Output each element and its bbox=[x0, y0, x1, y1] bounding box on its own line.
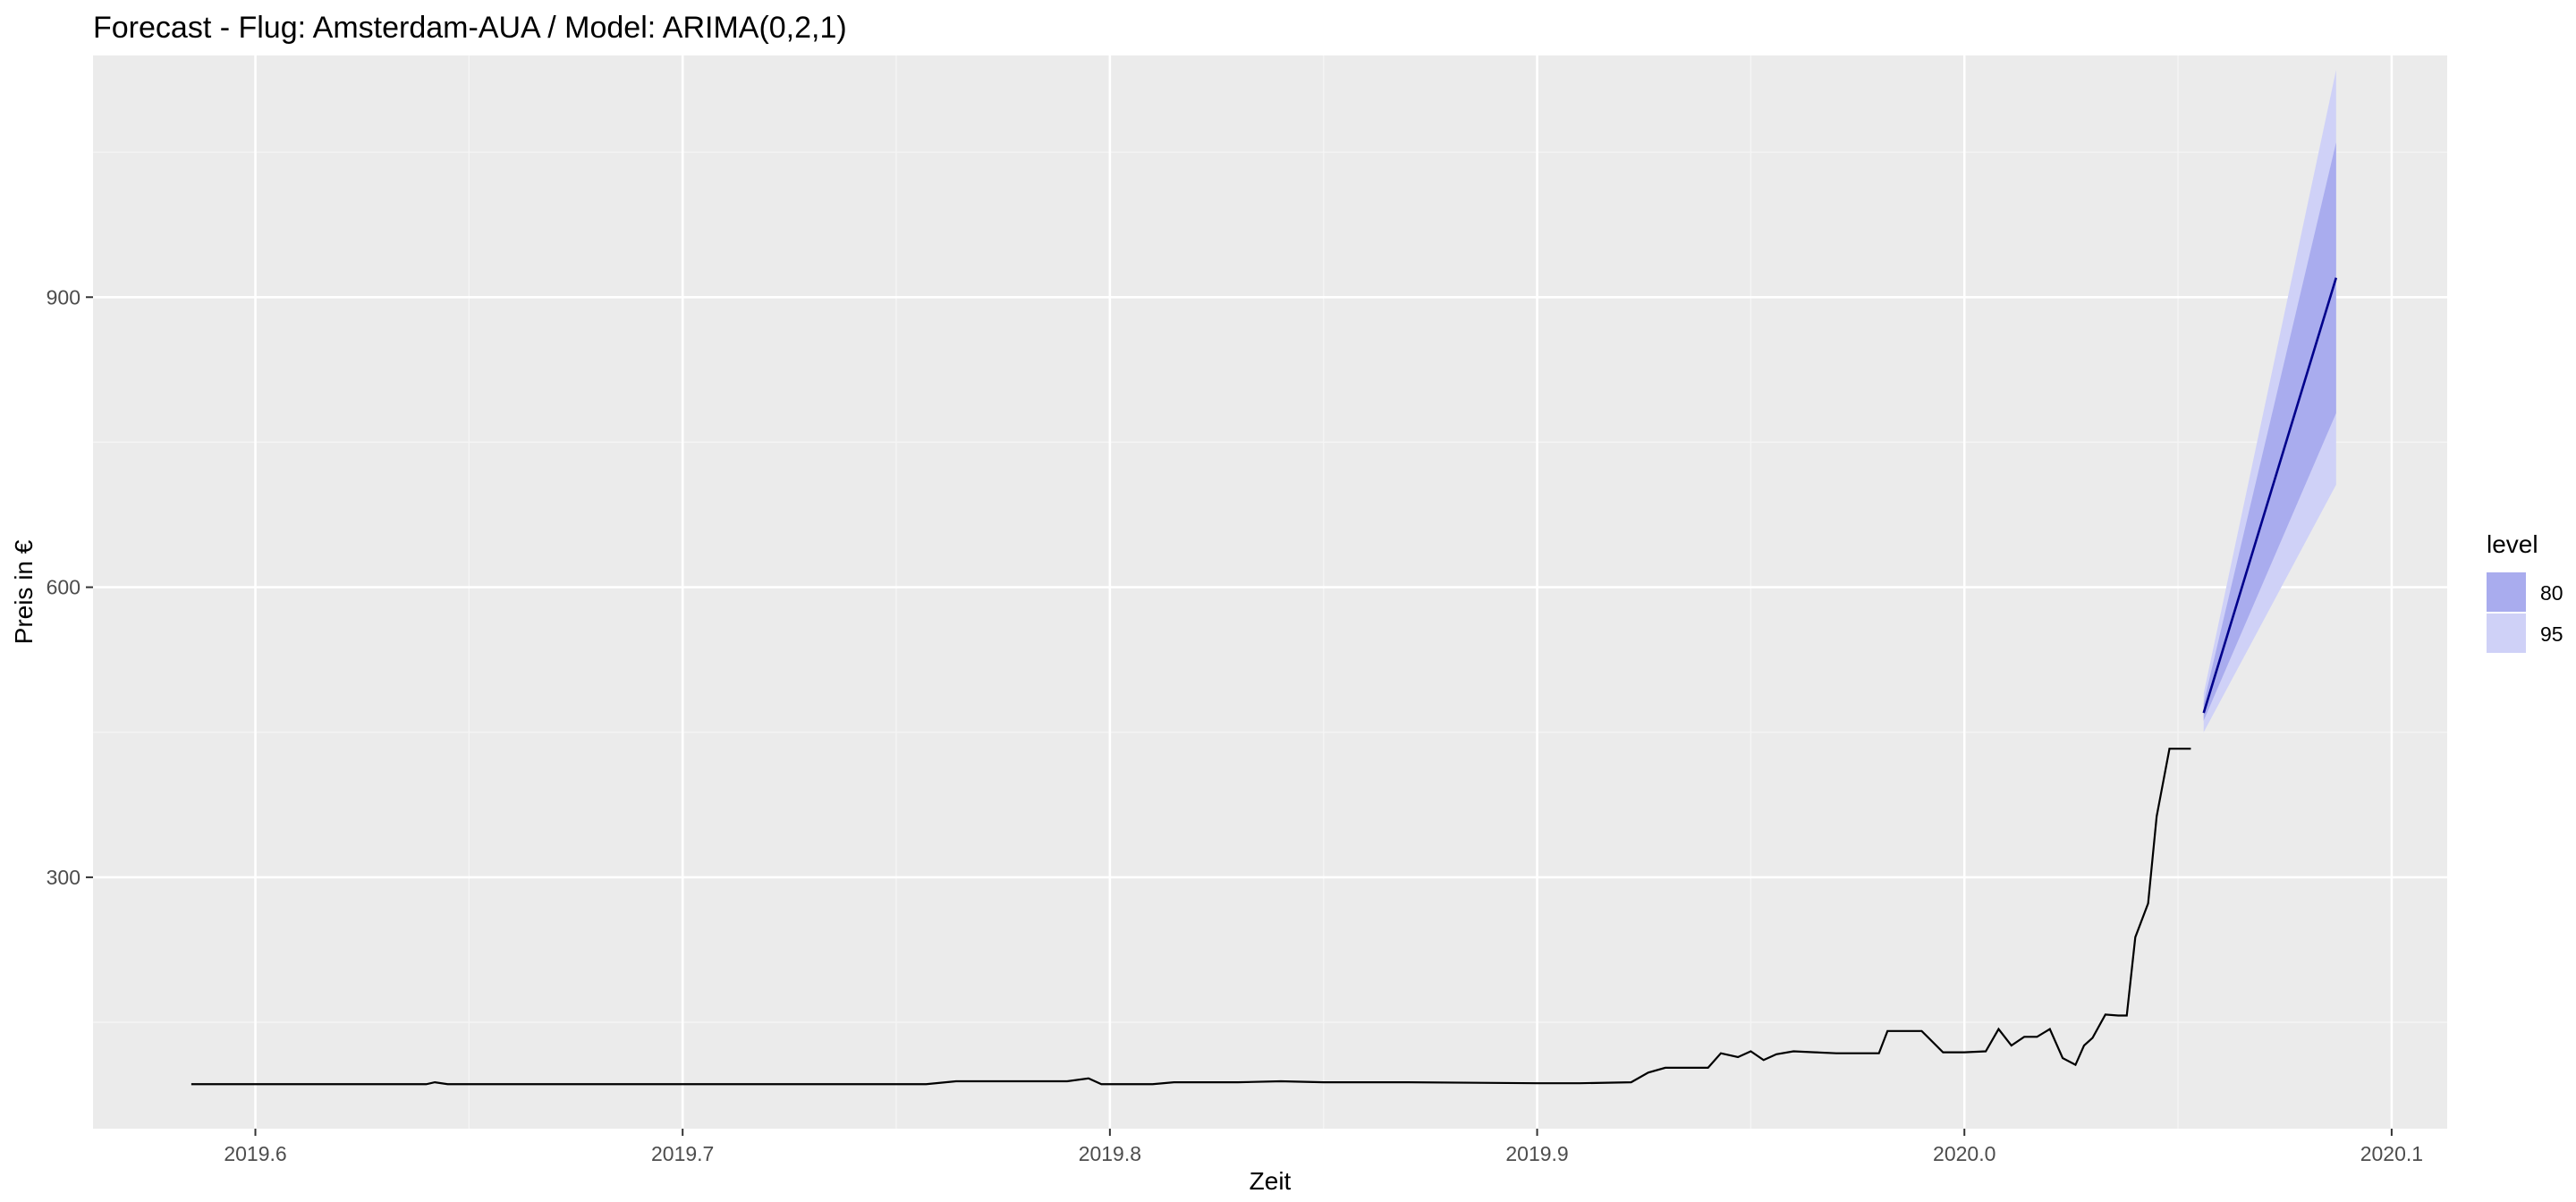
x-tick-label: 2019.9 bbox=[1505, 1142, 1568, 1165]
legend-title: level bbox=[2487, 530, 2538, 558]
legend-key-80 bbox=[2487, 572, 2526, 612]
x-tick-label: 2019.6 bbox=[224, 1142, 286, 1165]
y-tick-label: 900 bbox=[47, 285, 80, 309]
forecast-series-line bbox=[2202, 277, 2338, 714]
major-gridlines bbox=[93, 55, 2447, 1129]
y-tick-label: 300 bbox=[47, 866, 80, 889]
legend-label-95: 95 bbox=[2540, 622, 2563, 646]
x-tick-label: 2020.0 bbox=[1933, 1142, 1996, 1165]
legend-key-95 bbox=[2487, 614, 2526, 653]
chart-title: Forecast - Flug: Amsterdam-AUA / Model: … bbox=[93, 11, 847, 45]
prediction-intervals bbox=[2203, 70, 2336, 732]
x-tick-label: 2020.1 bbox=[2360, 1142, 2423, 1165]
x-axis: 2019.6 2019.7 2019.8 2019.9 2020.0 2020.1 bbox=[224, 1129, 2423, 1165]
y-tick-label: 600 bbox=[47, 576, 80, 599]
legend-label-80: 80 bbox=[2540, 581, 2563, 605]
minor-gridlines bbox=[93, 55, 2447, 1129]
x-axis-title: Zeit bbox=[1250, 1167, 1292, 1195]
x-tick-label: 2019.8 bbox=[1079, 1142, 1141, 1165]
plot-panel bbox=[93, 55, 2447, 1129]
band-80-percent bbox=[2203, 142, 2336, 721]
y-axis-title: Preis in € bbox=[10, 539, 38, 644]
history-series-line bbox=[191, 748, 2191, 1086]
x-tick-label: 2019.7 bbox=[651, 1142, 714, 1165]
y-axis: 300 600 900 bbox=[47, 285, 93, 889]
legend: level 80 95 bbox=[2487, 530, 2563, 653]
